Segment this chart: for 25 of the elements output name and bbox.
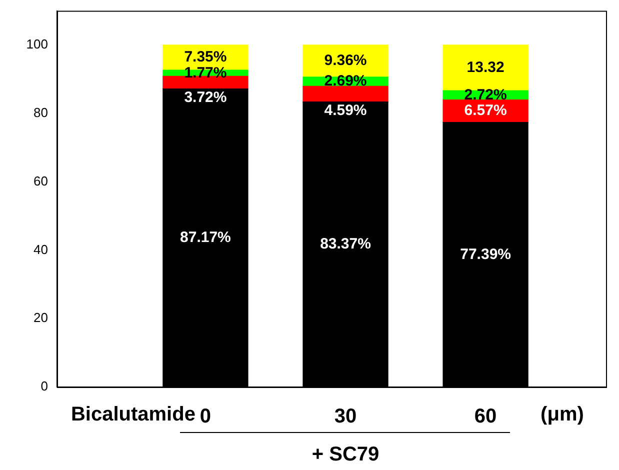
data-label: 9.36%: [324, 52, 367, 70]
data-label: 4.59%: [324, 102, 367, 120]
y-tick-label: 100: [26, 36, 48, 52]
data-label: 77.39%: [460, 246, 511, 263]
x-tick-label: 30: [334, 406, 357, 428]
bar: [302, 86, 388, 102]
data-label: 7.35%: [184, 48, 227, 66]
data-label: 2.69%: [324, 72, 367, 90]
data-label: 3.72%: [184, 89, 227, 106]
x-tick-label: 60: [474, 406, 497, 428]
data-label: 6.57%: [464, 102, 507, 120]
bar: [442, 44, 528, 91]
x-axis-title: Bicalutamide: [70, 404, 196, 426]
x-tick-label: 0: [200, 406, 212, 428]
y-tick-label: 40: [34, 242, 48, 257]
data-label: 87.17%: [180, 229, 231, 246]
y-tick-label: 60: [34, 173, 48, 188]
y-tick-label: 20: [34, 310, 48, 326]
data-label: 2.72%: [464, 86, 507, 104]
text: + SC79: [312, 444, 380, 466]
text: (μm): [540, 404, 584, 426]
y-tick-label: 80: [34, 104, 48, 120]
data-label: 13.32: [466, 58, 504, 76]
data-label: 83.37%: [320, 236, 371, 253]
y-tick-label: 0: [40, 378, 48, 394]
